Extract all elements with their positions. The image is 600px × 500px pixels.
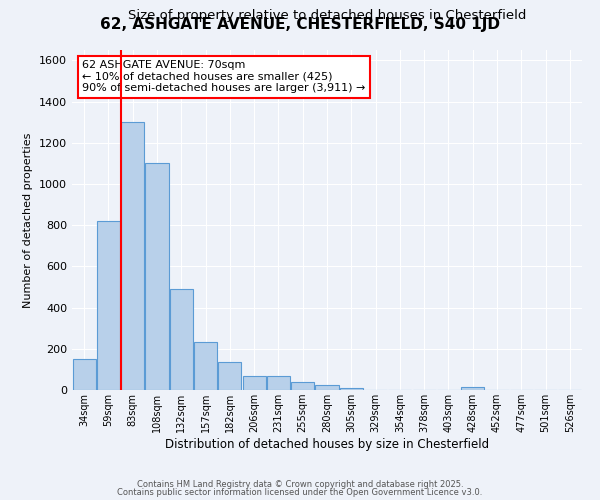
Y-axis label: Number of detached properties: Number of detached properties [23,132,34,308]
Bar [73,359,95,390]
Bar [170,289,193,390]
Bar [194,342,217,390]
Text: Contains HM Land Registry data © Crown copyright and database right 2025.: Contains HM Land Registry data © Crown c… [137,480,463,489]
Bar [218,362,241,390]
X-axis label: Distribution of detached houses by size in Chesterfield: Distribution of detached houses by size … [165,438,489,451]
Bar [267,376,290,390]
Title: Size of property relative to detached houses in Chesterfield: Size of property relative to detached ho… [128,10,526,22]
Bar [145,164,169,390]
Bar [316,386,338,390]
Bar [97,221,120,390]
Text: 62, ASHGATE AVENUE, CHESTERFIELD, S40 1JD: 62, ASHGATE AVENUE, CHESTERFIELD, S40 1J… [100,18,500,32]
Bar [461,387,484,390]
Bar [291,382,314,390]
Bar [242,376,266,390]
Text: Contains public sector information licensed under the Open Government Licence v3: Contains public sector information licen… [118,488,482,497]
Bar [121,122,144,390]
Text: 62 ASHGATE AVENUE: 70sqm
← 10% of detached houses are smaller (425)
90% of semi-: 62 ASHGATE AVENUE: 70sqm ← 10% of detach… [82,60,365,94]
Bar [340,388,363,390]
